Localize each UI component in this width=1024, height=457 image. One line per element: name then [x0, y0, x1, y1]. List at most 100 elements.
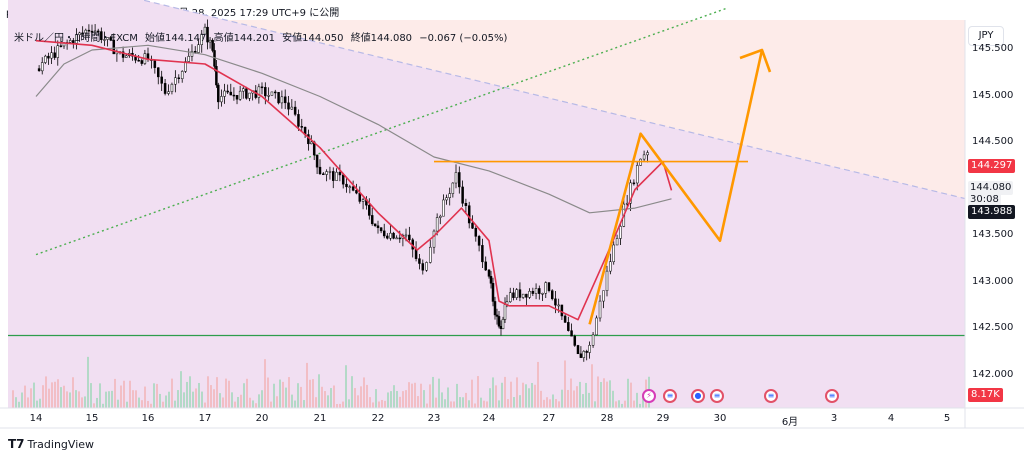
volume-bar: [537, 361, 539, 408]
volume-bar: [435, 397, 437, 408]
candle-body: [90, 30, 94, 33]
volume-bar: [480, 397, 482, 408]
time-tick-label: 24: [482, 413, 496, 424]
candle-body: [81, 32, 84, 35]
volume-bar: [120, 385, 122, 408]
candle-body: [454, 172, 458, 184]
candle-body: [398, 237, 402, 240]
legend-low: 安値144.050: [282, 33, 344, 44]
volume-bar: [627, 378, 629, 408]
volume-bar: [45, 376, 47, 408]
volume-bar: [456, 383, 458, 408]
candle-body: [368, 204, 371, 216]
candle-body: [223, 90, 226, 97]
tradingview-footer[interactable]: T7 TradingView: [8, 437, 94, 451]
volume-bar: [363, 377, 365, 408]
volume-bar: [393, 385, 395, 408]
candle-body: [167, 91, 170, 94]
candle-body: [338, 171, 342, 176]
candle-body: [325, 171, 328, 175]
volume-bar: [240, 394, 242, 408]
volume-bar: [180, 371, 182, 408]
volume-bar: [171, 378, 173, 408]
volume-bar: [585, 382, 587, 408]
volume-bar: [477, 376, 479, 408]
volume-bar: [474, 403, 476, 408]
candle-body: [491, 283, 495, 302]
candle-body: [170, 83, 174, 92]
us-flag-event-icon[interactable]: ≡: [825, 389, 839, 403]
candle-body: [53, 52, 56, 58]
volume-bar: [246, 378, 248, 408]
volume-bar: [225, 378, 227, 408]
candle-body: [208, 39, 212, 43]
upper-zone: [8, 0, 965, 199]
candle-body: [602, 290, 605, 302]
volume-bar: [525, 384, 527, 408]
us-flag-event-icon[interactable]: ≡: [710, 389, 724, 403]
volume-bar: [633, 400, 635, 408]
volume-bar: [336, 403, 338, 408]
candle-body: [642, 154, 646, 160]
candle-body: [103, 39, 106, 41]
volume-bar: [588, 392, 590, 408]
volume-bar: [234, 401, 236, 408]
candle-body: [93, 30, 97, 33]
candle-body: [184, 61, 187, 72]
us-flag-event-icon[interactable]: ≡: [663, 389, 677, 403]
candle-body: [270, 91, 274, 96]
candle-body: [544, 282, 548, 294]
lower-zone: [8, 0, 965, 408]
candle-body: [389, 232, 392, 239]
volume-bar: [114, 378, 116, 408]
candle-body: [395, 237, 398, 240]
candle-body: [521, 293, 525, 298]
candle-body: [477, 236, 481, 246]
candle-body: [442, 199, 445, 217]
volume-bar: [381, 399, 383, 408]
volume-bar: [642, 394, 644, 408]
lightning-event-icon[interactable]: ⚡: [642, 389, 656, 403]
volume-bar: [159, 393, 161, 408]
volume-bar: [564, 360, 566, 408]
volume-bar: [531, 382, 533, 408]
candle-body: [280, 96, 284, 104]
volume-bar: [366, 384, 368, 408]
event-dot-icon[interactable]: ●: [691, 389, 705, 403]
candle-body: [619, 226, 622, 239]
candle-body: [554, 298, 557, 306]
candle-body: [40, 62, 44, 72]
candle-body: [180, 71, 184, 79]
candle-body: [50, 52, 53, 59]
volume-bar: [69, 392, 71, 408]
volume-bar: [438, 378, 440, 408]
candle-body: [615, 238, 619, 246]
candle-body: [528, 290, 531, 298]
volume-bar: [81, 397, 83, 408]
volume-bar: [150, 403, 152, 408]
time-tick-label: 4: [887, 413, 895, 424]
us-flag-event-icon[interactable]: ≡: [764, 389, 778, 403]
candle-body: [187, 56, 190, 62]
legend-symbol[interactable]: 米ドル／円・1時間・FXCM: [14, 33, 138, 44]
volume-bar: [447, 387, 449, 408]
dotted-trendline: [35, 7, 728, 256]
volume-bar: [570, 378, 572, 408]
candle-body: [174, 77, 177, 85]
volume-bar: [207, 376, 209, 408]
candle-body: [605, 270, 609, 291]
volume-bar: [105, 391, 107, 408]
volume-bar: [489, 388, 491, 408]
volume-bar: [558, 401, 560, 408]
currency-button[interactable]: JPY: [968, 26, 1004, 46]
volume-bar: [111, 390, 113, 408]
volume-bar: [468, 400, 470, 408]
volume-bar: [78, 391, 80, 408]
volume-bar: [399, 396, 401, 408]
candle-body: [112, 39, 116, 55]
volume-bar: [375, 389, 377, 408]
volume-bar: [144, 386, 146, 408]
candle-body: [579, 353, 583, 358]
candle-body: [484, 261, 487, 271]
